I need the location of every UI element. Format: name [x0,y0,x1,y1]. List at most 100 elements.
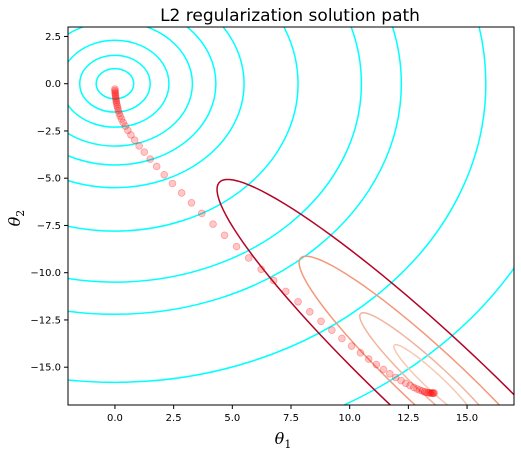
x-axis-label: θ1 [275,429,292,451]
loss-contour-1 [298,255,501,405]
path-point [111,86,119,95]
solution-path [111,85,438,397]
path-point [113,104,122,113]
y-tick-label: 2.5 [45,32,61,43]
y-tick-label: −12.5 [30,315,61,326]
path-point [244,254,253,262]
path-point [112,94,120,103]
path-point [115,109,123,117]
y-axis-label-main: θ [5,216,24,226]
y-tick-label: −7.5 [37,221,61,232]
x-tick-label: 12.5 [397,413,419,424]
x-axis-label-main: θ [275,429,285,448]
regularizer-contour-9 [68,27,487,383]
y-tick-label: 0.0 [45,79,61,90]
y-tick-label: −5.0 [37,174,61,185]
path-point [391,373,400,382]
path-point [406,381,414,390]
path-point [209,220,217,228]
loss-contour-2 [359,312,480,405]
path-point [112,98,121,107]
path-point [401,379,410,388]
regularizer-contour-7 [68,27,363,283]
loss-contour-3 [393,343,469,405]
path-point [111,85,119,93]
y-tick-label: −15.0 [30,363,61,374]
path-point [429,389,438,397]
path-point [364,355,373,363]
regularizer-contour-2 [68,39,170,128]
regularizer-contour-5 [68,27,245,189]
path-point [386,370,394,378]
x-tick-label: 2.5 [166,413,182,424]
path-point [117,115,126,123]
path-point [113,100,121,108]
x-tick-label: 10.0 [339,413,361,424]
path-point [397,376,405,385]
path-point [372,360,381,369]
path-point [116,112,124,120]
path-point [232,242,241,251]
regularizer-contour-3 [68,27,194,147]
path-point [426,389,435,397]
x-axis-ticks: 0.0 2.5 5.0 7.5 10.0 12.5 15.0 [107,405,478,424]
path-point [111,91,120,100]
regularizer-contour-8 [68,27,402,315]
path-point [328,326,336,334]
path-point [114,106,123,115]
path-point [168,179,177,188]
path-point [177,189,186,197]
regularizer-contour-0 [95,67,135,100]
path-point [187,198,196,207]
path-point [111,93,120,101]
path-point [347,342,356,350]
path-point [425,389,434,397]
path-point [269,276,278,285]
path-point [140,148,149,156]
path-point [130,136,139,145]
regularizer-contour-1 [78,54,151,113]
regularizer-contour-6 [68,27,299,232]
path-point [160,170,169,179]
path-point [430,389,438,397]
path-point [127,131,135,139]
loss-contour-0 [216,178,514,405]
y-tick-label: −2.5 [37,126,61,137]
path-point [282,287,290,296]
y-axis-label: θ2 [5,210,27,227]
path-point [424,388,432,397]
path-point [135,142,143,150]
path-point [112,96,120,105]
path-point [416,386,424,394]
path-point [111,88,119,96]
path-point [146,155,154,163]
path-point [379,365,388,374]
path-point [113,102,122,110]
path-point [317,317,325,326]
path-point [220,231,229,240]
path-point [422,388,431,397]
x-tick-label: 0.0 [107,413,123,424]
path-point [420,387,429,396]
regularizer-contour-4 [68,27,217,166]
path-point [121,122,130,130]
y-tick-label: −10.0 [30,268,61,279]
path-point [119,118,127,127]
path-point [198,209,206,218]
path-point [428,389,436,397]
x-axis-label-subscript: 1 [284,438,291,451]
y-axis-ticks: 2.5 0.0 −2.5 −5.0 −7.5 −10.0 −12.5 −15.0 [30,32,68,374]
path-point [409,383,418,392]
path-point [124,126,132,135]
path-point [356,349,365,357]
path-point [111,89,119,98]
x-tick-label: 7.5 [283,413,299,424]
path-point [413,385,421,393]
y-axis-label-subscript: 2 [14,210,27,217]
path-point [428,389,437,397]
loss-contours [216,178,514,405]
path-point [338,334,346,343]
